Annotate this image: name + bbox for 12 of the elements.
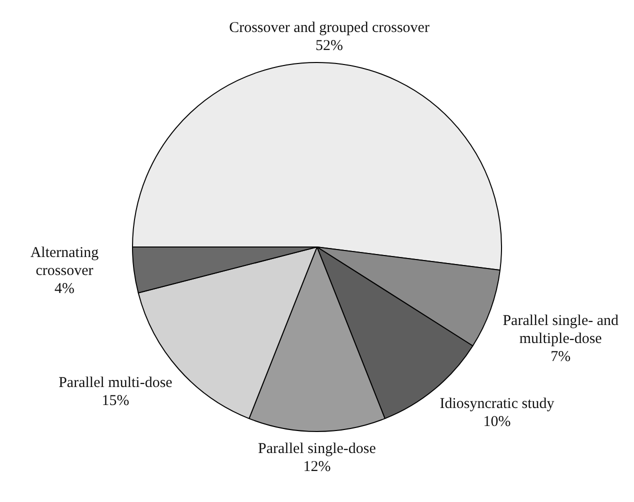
slice-label: Parallel single-dose	[258, 440, 376, 458]
slice-label: Idiosyncratic study	[440, 395, 554, 414]
data-label: 7%	[550, 348, 572, 366]
data-label: 4%	[54, 280, 76, 298]
data-label: 12%	[302, 458, 332, 476]
slice-label: Parallel multi-dose	[58, 374, 172, 392]
data-label: 10%	[482, 413, 512, 432]
data-label: 15%	[100, 392, 130, 410]
slice-label: Crossover and grouped crossover	[229, 18, 430, 37]
slice-label: Parallel single- and multiple-dose	[502, 312, 620, 348]
data-label: 52%	[314, 36, 344, 55]
slice-label: Alternating crossover	[29, 244, 100, 280]
